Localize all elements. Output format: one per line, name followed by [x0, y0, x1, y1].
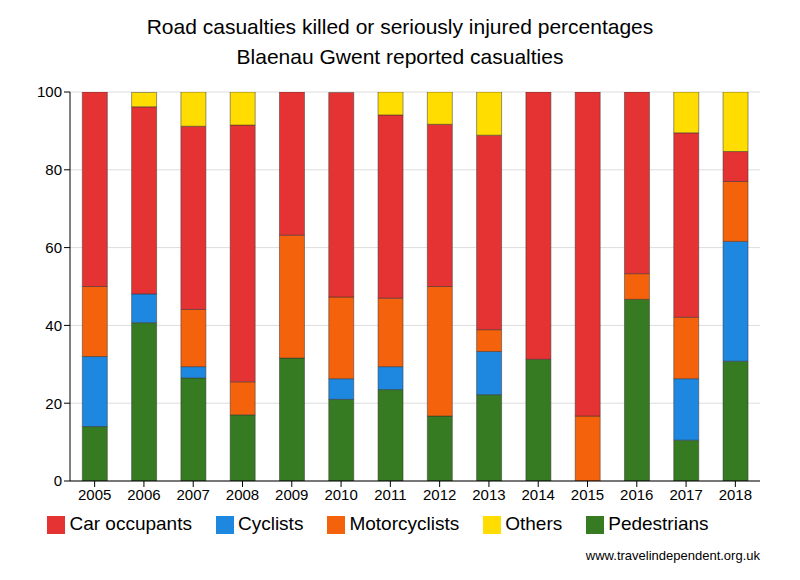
svg-text:2005: 2005 [78, 486, 111, 503]
svg-text:2013: 2013 [472, 486, 505, 503]
html-text:www.travelindependent.org.uk: www.travelindependent.org.uk [585, 548, 760, 563]
svg-text:2007: 2007 [177, 486, 210, 503]
html-text:Others: Others [505, 513, 563, 534]
html-text:Blaenau Gwent reported casualt: Blaenau Gwent reported casualties [236, 45, 564, 68]
svg-text:2010: 2010 [324, 486, 357, 503]
html-text:Pedestrians: Pedestrians [608, 513, 709, 534]
svg-text:2018: 2018 [719, 486, 752, 503]
svg-text:100: 100 [37, 83, 62, 100]
html-text:Motorcyclists: Motorcyclists [349, 513, 460, 534]
html-text:Car occupants: Car occupants [69, 513, 192, 534]
svg-text:2017: 2017 [669, 486, 702, 503]
svg-text:2008: 2008 [226, 486, 259, 503]
html-text:Road casualties killed or seri: Road casualties killed or seriously inju… [146, 15, 654, 38]
svg-text:80: 80 [45, 161, 62, 178]
svg-text:2014: 2014 [522, 486, 555, 503]
svg-text:60: 60 [45, 239, 62, 256]
svg-text:20: 20 [45, 395, 62, 412]
svg-text:2016: 2016 [620, 486, 653, 503]
svg-text:0: 0 [54, 472, 62, 489]
html-text:Cyclists: Cyclists [237, 513, 304, 534]
svg-text:2009: 2009 [275, 486, 308, 503]
svg-text:2011: 2011 [374, 486, 406, 503]
svg-text:40: 40 [45, 317, 62, 334]
svg-text:2015: 2015 [571, 486, 604, 503]
svg-text:2006: 2006 [127, 486, 160, 503]
svg-text:2012: 2012 [423, 486, 456, 503]
